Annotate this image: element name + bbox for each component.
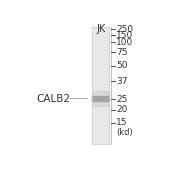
Text: 15: 15 — [116, 118, 127, 127]
Text: 50: 50 — [116, 61, 127, 70]
Text: 20: 20 — [116, 105, 127, 114]
Text: 75: 75 — [116, 48, 127, 57]
Text: 37: 37 — [116, 77, 127, 86]
Text: CALB2: CALB2 — [36, 94, 70, 104]
Text: (kd): (kd) — [116, 128, 133, 137]
Text: 150: 150 — [116, 31, 133, 40]
Text: 25: 25 — [116, 95, 127, 104]
Text: 100: 100 — [116, 38, 133, 47]
Text: 250: 250 — [116, 25, 133, 34]
Text: JK: JK — [96, 24, 105, 34]
